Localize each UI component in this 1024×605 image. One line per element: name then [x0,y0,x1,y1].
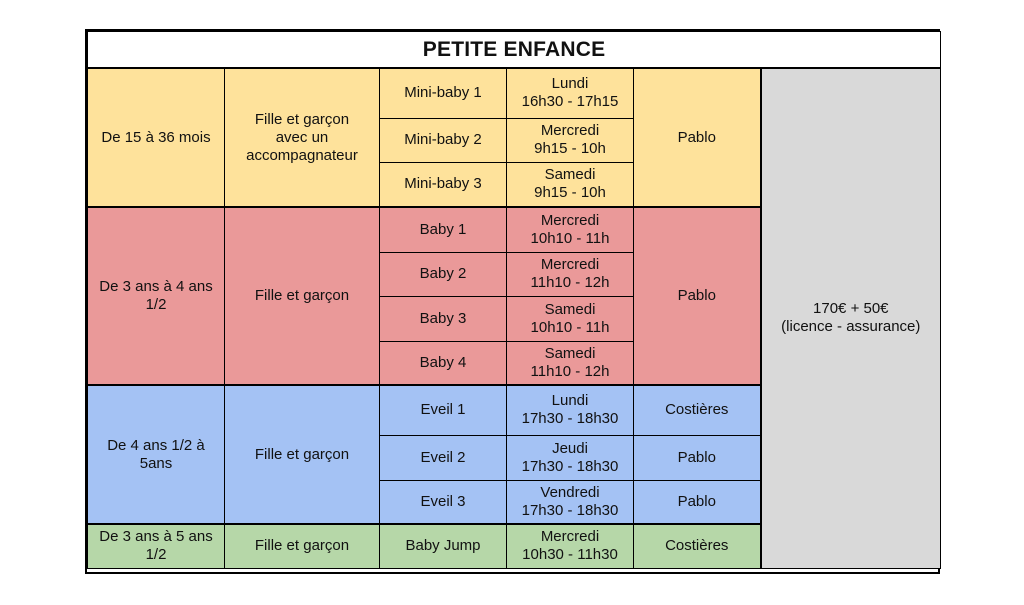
place-cell: Pablo [633,67,761,208]
price-note-text: (licence - assurance) [781,318,921,336]
who-cell: Fille et garçon [224,384,380,525]
class-name-cell: Eveil 1 [379,384,507,436]
price-cell: 170€ + 50€ (licence - assurance) [759,67,942,569]
day-text: Samedi [544,300,596,318]
class-name-cell: Mini-baby 2 [379,117,507,163]
place-cell: Pablo [633,434,761,481]
day-text: Mercredi [540,211,600,229]
schedule-cell: Samedi 10h10 - 11h [506,295,634,342]
schedule-sheet: PETITE ENFANCE De 15 à 36 mois Fille et … [85,29,942,574]
page-title: PETITE ENFANCE [86,31,942,69]
place-cell: Pablo [633,479,761,525]
day-text: Samedi [544,166,596,184]
class-name-cell: Baby 3 [379,295,507,342]
class-name-cell: Baby 4 [379,340,507,386]
day-text: Mercredi [540,122,600,139]
schedule-cell: Mercredi 10h10 - 11h [506,206,634,253]
place-cell: Pablo [633,206,761,386]
time-text: 9h15 - 10h [534,184,606,202]
day-text: Mercredi [540,256,600,273]
time-text: 11h10 - 12h [530,362,610,380]
day-text: Jeudi [552,439,588,457]
schedule-cell: Vendredi 17h30 - 18h30 [506,479,634,525]
time-text: 10h10 - 11h [530,229,610,247]
age-cell: De 3 ans à 4 ans 1/2 [87,206,225,386]
schedule-cell: Samedi 11h10 - 12h [506,340,634,386]
time-text: 17h30 - 18h30 [521,501,619,519]
day-text: Vendredi [540,483,600,501]
class-name-cell: Mini-baby 1 [379,67,507,119]
time-text: 10h30 - 11h30 [522,546,618,564]
class-name-cell: Mini-baby 3 [379,161,507,208]
class-name-cell: Baby Jump [379,523,507,569]
schedule-cell: Jeudi 17h30 - 18h30 [506,434,634,481]
class-name-cell: Eveil 3 [379,479,507,525]
schedule-cell: Mercredi 10h30 - 11h30 [506,523,634,569]
day-text: Mercredi [540,528,600,546]
class-name-cell: Baby 1 [379,206,507,253]
who-cell: Fille et garçon [224,523,380,569]
time-text: 9h15 - 10h [534,140,606,157]
price-text: 170€ + 50€ [813,300,889,318]
age-cell: De 15 à 36 mois [87,67,225,208]
day-text: Samedi [544,344,596,362]
class-name-cell: Eveil 2 [379,434,507,481]
age-cell: De 4 ans 1/2 à 5ans [87,384,225,525]
schedule-cell: Samedi 9h15 - 10h [506,161,634,208]
who-cell: Fille et garçon [224,206,380,386]
age-cell: De 3 ans à 5 ans 1/2 [87,523,225,569]
time-text: 16h30 - 17h15 [521,93,619,111]
schedule-cell: Lundi 17h30 - 18h30 [506,384,634,436]
class-name-cell: Baby 2 [379,251,507,297]
place-cell: Costières [633,384,761,436]
time-text: 11h10 - 12h [530,274,610,291]
schedule-cell: Lundi 16h30 - 17h15 [506,67,634,119]
schedule-cell: Mercredi 9h15 - 10h [506,117,634,163]
time-text: 17h30 - 18h30 [521,457,619,475]
schedule-cell: Mercredi 11h10 - 12h [506,251,634,297]
place-cell: Costières [633,523,761,569]
schedule-table: PETITE ENFANCE De 15 à 36 mois Fille et … [86,31,942,569]
day-text: Lundi [551,75,589,93]
day-text: Lundi [551,392,589,410]
who-cell: Fille et garçon avec un accompagnateur [224,67,380,208]
time-text: 17h30 - 18h30 [521,410,619,428]
time-text: 10h10 - 11h [530,318,610,336]
